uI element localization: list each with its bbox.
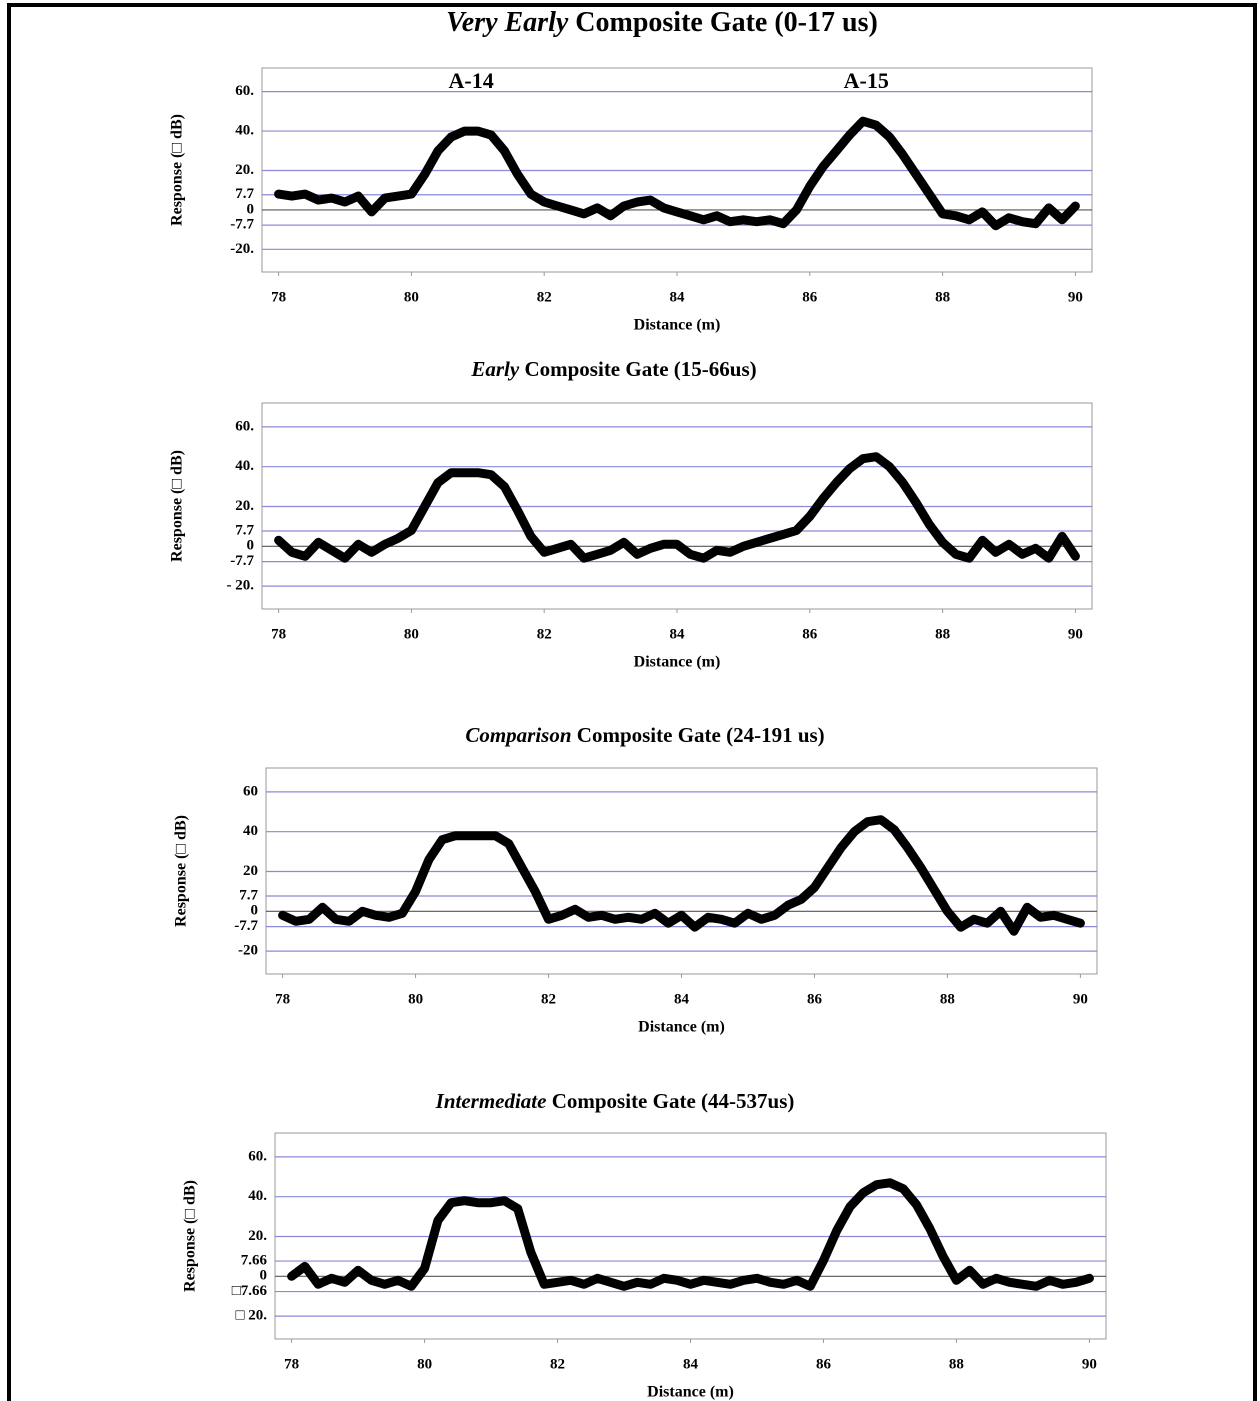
x-tick-label: 82 bbox=[537, 289, 552, 305]
x-axis-label: Distance (m) bbox=[634, 654, 721, 671]
title-emphasis: Very Early bbox=[446, 7, 569, 38]
title-text: Composite Gate (44-537us) bbox=[552, 1089, 795, 1113]
y-axis-label: Response (□ dB) bbox=[182, 1180, 199, 1292]
y-tick-label: 0 bbox=[251, 903, 259, 919]
x-tick-label: 88 bbox=[940, 991, 955, 1007]
data-line bbox=[274, 116, 1080, 231]
x-tick-label: 86 bbox=[816, 1356, 832, 1372]
y-tick-label: -20 bbox=[238, 943, 258, 959]
x-tick-label: 80 bbox=[404, 289, 419, 305]
x-tick-label: 82 bbox=[550, 1356, 565, 1372]
y-tick-label: -7.7 bbox=[230, 217, 254, 233]
y-tick-label: 20 bbox=[243, 863, 258, 879]
data-line bbox=[278, 815, 1085, 936]
title-text: Composite Gate (0-17 us) bbox=[575, 7, 878, 38]
chart-title: Intermediate Composite Gate (44-537us) bbox=[435, 1089, 795, 1113]
x-tick-label: 84 bbox=[670, 289, 686, 305]
y-tick-label: - 20. bbox=[227, 578, 255, 594]
y-axis-label: Response (□ dB) bbox=[169, 114, 186, 226]
x-tick-label: 82 bbox=[541, 991, 556, 1007]
x-tick-label: 88 bbox=[935, 626, 950, 642]
x-tick-label: 90 bbox=[1068, 626, 1083, 642]
x-axis-label: Distance (m) bbox=[634, 317, 721, 334]
y-tick-label: -7.7 bbox=[234, 918, 258, 934]
title-emphasis: Comparison bbox=[465, 723, 571, 747]
y-tick-label: 7.66 bbox=[241, 1252, 268, 1268]
y-tick-label: 20. bbox=[235, 498, 254, 514]
title-text: Composite Gate (24-191 us) bbox=[577, 723, 825, 747]
x-tick-label: 82 bbox=[537, 626, 552, 642]
x-tick-label: 88 bbox=[935, 289, 950, 305]
y-tick-label: 40. bbox=[235, 458, 254, 474]
x-tick-label: 78 bbox=[275, 991, 290, 1007]
x-tick-label: 90 bbox=[1082, 1356, 1097, 1372]
y-tick-label: □ 20. bbox=[235, 1308, 267, 1324]
x-tick-label: 80 bbox=[417, 1356, 432, 1372]
title-emphasis: Early bbox=[470, 357, 520, 381]
y-tick-label: 40. bbox=[235, 123, 254, 139]
y-tick-label: -20. bbox=[230, 241, 254, 257]
y-tick-label: 7.7 bbox=[235, 186, 254, 202]
y-tick-label: 7.7 bbox=[235, 522, 254, 538]
y-tick-label: 60. bbox=[248, 1148, 267, 1164]
annotation: A-15 bbox=[844, 68, 889, 93]
y-tick-label: -7.7 bbox=[230, 553, 254, 569]
y-tick-label: 7.7 bbox=[239, 887, 258, 903]
annotation: A-14 bbox=[449, 68, 494, 93]
x-tick-label: 90 bbox=[1068, 289, 1083, 305]
y-tick-label: 40. bbox=[248, 1188, 267, 1204]
x-tick-label: 90 bbox=[1073, 991, 1088, 1007]
x-tick-label: 86 bbox=[807, 991, 823, 1007]
y-axis-label: Response (□ dB) bbox=[173, 815, 190, 927]
data-line bbox=[274, 452, 1080, 563]
y-tick-label: 20. bbox=[235, 162, 254, 178]
y-axis-label: Response (□ dB) bbox=[169, 450, 186, 562]
y-tick-label: 20. bbox=[248, 1228, 267, 1244]
y-tick-label: 0 bbox=[247, 201, 255, 217]
data-line bbox=[287, 1178, 1094, 1291]
x-tick-label: 86 bbox=[802, 626, 818, 642]
x-tick-label: 78 bbox=[284, 1356, 299, 1372]
title-text: Composite Gate (15-66us) bbox=[524, 357, 756, 381]
x-tick-label: 84 bbox=[683, 1356, 699, 1372]
y-tick-label: 0 bbox=[247, 538, 255, 554]
chart-title: Early Composite Gate (15-66us) bbox=[470, 357, 756, 381]
y-tick-label: 60. bbox=[235, 418, 254, 434]
x-tick-label: 88 bbox=[949, 1356, 964, 1372]
x-axis-label: Distance (m) bbox=[638, 1019, 725, 1036]
title-emphasis: Intermediate bbox=[435, 1089, 547, 1113]
x-tick-label: 84 bbox=[670, 626, 686, 642]
x-tick-label: 86 bbox=[802, 289, 818, 305]
y-tick-label: 0 bbox=[260, 1268, 268, 1284]
x-tick-label: 78 bbox=[271, 289, 286, 305]
chart-title: Very Early Composite Gate (0-17 us) bbox=[446, 7, 878, 38]
x-tick-label: 80 bbox=[404, 626, 419, 642]
y-tick-label: □7.66 bbox=[232, 1283, 268, 1299]
x-tick-label: 84 bbox=[674, 991, 690, 1007]
frame bbox=[7, 3, 1257, 1401]
y-tick-label: 40 bbox=[243, 823, 258, 839]
x-axis-label: Distance (m) bbox=[647, 1384, 734, 1401]
y-tick-label: 60. bbox=[235, 83, 254, 99]
y-tick-label: 60 bbox=[243, 783, 258, 799]
x-tick-label: 78 bbox=[271, 626, 286, 642]
chart-title: Comparison Composite Gate (24-191 us) bbox=[465, 723, 824, 747]
x-tick-label: 80 bbox=[408, 991, 423, 1007]
